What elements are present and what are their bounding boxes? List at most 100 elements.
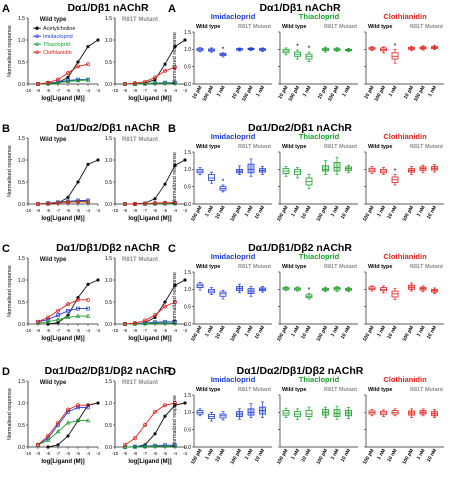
concentration-label: 100 pM	[401, 448, 415, 466]
y-tick-label: 0.0	[105, 82, 112, 88]
wild-type-plot: Wild type 1.5 1.0 0.5 0.0-10 -9 -8 -7 -6 -5 -4 -3 lo…	[18, 256, 100, 342]
wild-type-label: Wild type	[40, 380, 67, 386]
concentration-label: 1 nM	[341, 85, 352, 98]
concentration-label: 100 pM	[276, 448, 290, 466]
significance-star: *	[222, 178, 225, 185]
y-tick-label: 1.5	[184, 270, 191, 276]
concentration-label: 10 nM	[426, 448, 438, 463]
y-axis-label: Normalized response	[172, 272, 178, 324]
data-point	[163, 304, 167, 309]
panel-letter: A	[2, 3, 10, 15]
y-axis-label: Normalized response	[172, 395, 178, 447]
concentration-label: 1 nM	[255, 85, 266, 98]
panel-letter: B	[168, 123, 176, 135]
concentration-label: 100 pM	[362, 205, 376, 223]
series-line-clothianidin	[124, 402, 176, 446]
data-point	[132, 444, 138, 449]
data-point	[46, 80, 50, 85]
data-point	[153, 197, 157, 201]
x-tick-label: -10	[112, 451, 119, 456]
data-point	[55, 317, 61, 322]
wild-type-label: Wild type	[40, 257, 67, 263]
x-tick-label: -10	[25, 208, 32, 213]
panel-title: Dα1/Dβ1 nAChR	[67, 2, 149, 14]
data-point	[46, 201, 50, 206]
data-point	[56, 77, 60, 82]
concentration-label: 1 nM	[416, 205, 427, 218]
data-point	[183, 401, 187, 405]
data-point	[133, 436, 137, 441]
concentration-label: 1 nM	[290, 448, 301, 461]
legend-item: Imidacloprid	[43, 34, 73, 40]
data-point	[162, 201, 168, 206]
concentration-label: 1 nM	[416, 325, 427, 338]
data-point	[152, 80, 158, 85]
x-tick-label: -8	[133, 328, 137, 333]
data-point	[86, 199, 90, 204]
box	[305, 410, 313, 417]
concentration-label: 100 pM	[315, 205, 329, 223]
x-tick-label: -8	[46, 451, 50, 456]
y-tick-label: 1.0	[184, 410, 191, 416]
concentration-label: 1 nM	[330, 205, 341, 218]
series-line-imidacloprid	[37, 308, 88, 323]
y-tick-label: 1.5	[105, 16, 112, 22]
wild-type-plot: Wild type 1.5 1.0 0.5 0.0-10 -9 -8 -7 -6 -5 -4 -3 lo…	[18, 379, 100, 465]
concentration-label: 1 nM	[330, 325, 341, 338]
data-point	[65, 420, 71, 425]
concentration-label: 10 nM	[214, 325, 226, 340]
data-point	[96, 278, 100, 282]
data-point	[143, 423, 147, 427]
concentration-label: 10 nM	[340, 448, 352, 463]
x-tick-label: -8	[133, 451, 137, 456]
data-point	[55, 429, 61, 434]
data-point	[173, 65, 177, 70]
data-point	[133, 81, 137, 86]
concentration-label: 10 nM	[386, 205, 398, 220]
data-point	[85, 77, 91, 82]
data-point	[66, 308, 70, 313]
data-point	[56, 308, 60, 313]
mutant-label: R81T Mutant	[122, 17, 158, 23]
concentration-label: 100 pM	[229, 448, 243, 466]
mutant-label: R81T Mutant	[410, 24, 443, 30]
y-tick-label: 0.0	[184, 202, 191, 208]
concentration-label: 10 nM	[214, 448, 226, 463]
significance-star: *	[222, 46, 225, 53]
data-point	[66, 200, 70, 205]
x-tick-label: -9	[36, 208, 40, 213]
x-tick-label: -9	[36, 88, 40, 93]
compound-title: Clothianidin	[383, 132, 427, 141]
concentration-label: 100 pM	[190, 205, 204, 223]
y-tick-label: 0.0	[18, 322, 25, 328]
data-point	[66, 71, 70, 75]
concentration-label: 10 nM	[254, 448, 266, 463]
x-axis-label: log[Ligand (M)]	[128, 336, 171, 342]
series-line-acetylcholine	[47, 159, 99, 205]
x-tick-label: -3	[96, 208, 100, 213]
concentration-label: 1 nM	[330, 448, 341, 461]
y-tick-label: 1.0	[105, 401, 112, 407]
data-point	[183, 158, 187, 162]
box	[333, 161, 341, 172]
concentration-label: 100 pM	[401, 205, 415, 223]
wild-type-label: Wild type	[196, 24, 220, 30]
data-point	[56, 420, 60, 425]
y-tick-label: 0.0	[105, 202, 112, 208]
y-tick-label: 1.5	[18, 256, 25, 262]
x-tick-label: -9	[123, 328, 127, 333]
mutant-label: R81T Mutant	[410, 387, 443, 393]
x-tick-label: -10	[112, 328, 119, 333]
x-axis-label: log[Ligand (M)]	[128, 216, 171, 222]
wild-type-plot: Wild type 1.5 1.0 0.5 0.0-10 -9 -8 -7 -6 -5 -4 -3 lo…	[18, 16, 100, 102]
concentration-label: 10 nM	[300, 325, 312, 340]
concentration-label: 100 pM	[401, 325, 415, 343]
y-tick-label: 1.5	[105, 256, 112, 262]
x-tick-label: -3	[183, 328, 187, 333]
x-tick-label: -5	[76, 328, 80, 333]
concentration-label: 1 nM	[204, 325, 215, 338]
x-axis-label: log[Ligand (M)]	[128, 96, 171, 102]
